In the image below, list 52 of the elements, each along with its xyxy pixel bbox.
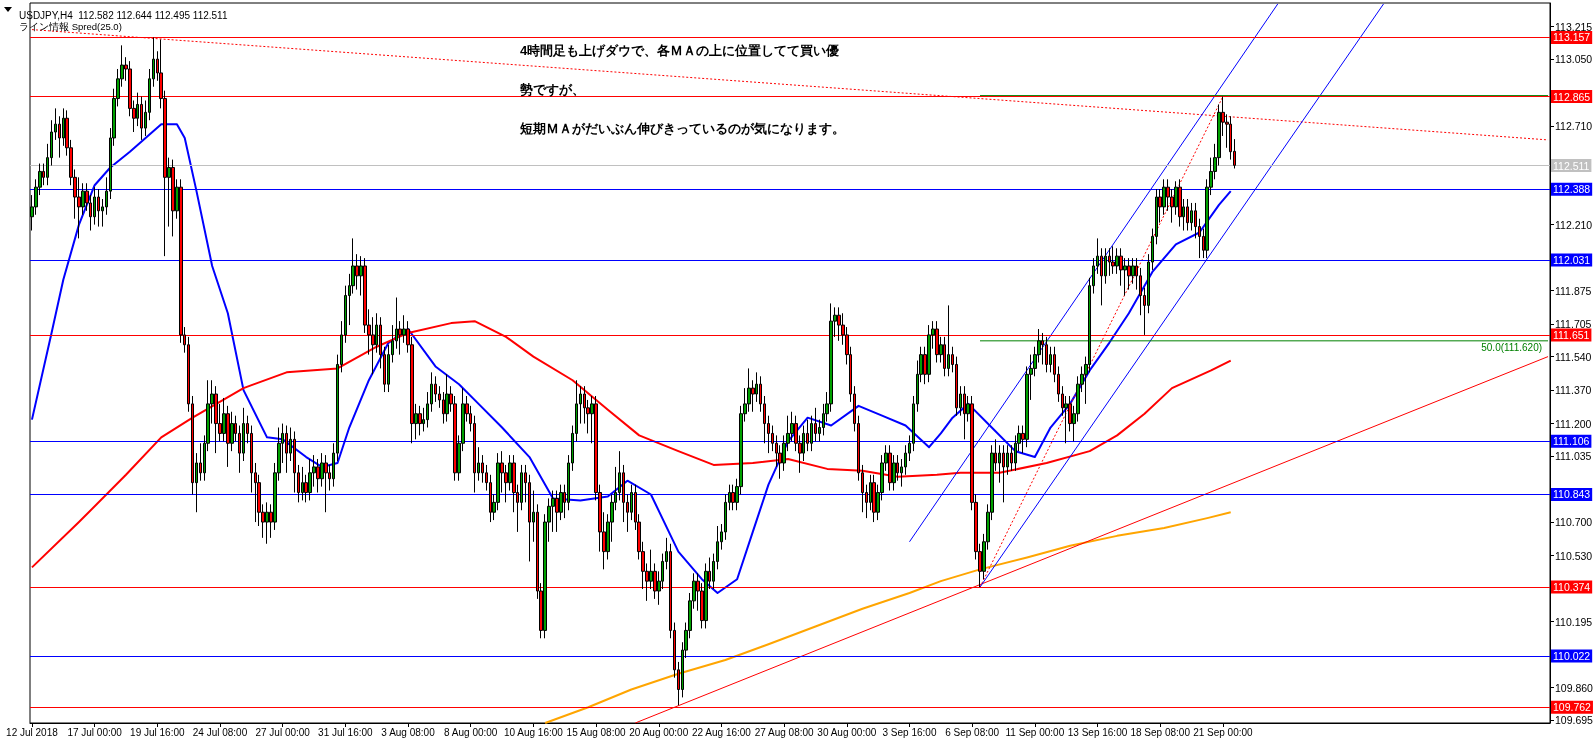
x-tick-label: 30 Aug 00:00 — [817, 726, 877, 738]
y-tick-label: 111.540 — [1555, 350, 1592, 363]
x-tick-label: 17 Jul 00:00 — [67, 726, 123, 738]
x-tick-label: 6 Sep 08:00 — [945, 726, 1000, 738]
y-tick-label: 110.530 — [1555, 549, 1593, 562]
y-tick-label: 109.695 — [1555, 714, 1594, 727]
ref-line-label: 110.843 — [1553, 488, 1591, 501]
x-tick-label: 15 Aug 08:00 — [566, 726, 626, 738]
y-tick-label: 111.875 — [1555, 284, 1592, 297]
x-tick-label: 27 Aug 08:00 — [754, 726, 815, 738]
ref-line-label: 110.022 — [1553, 650, 1591, 663]
x-tick-label: 3 Aug 08:00 — [381, 726, 436, 738]
x-tick-label: 12 Jul 2018 — [6, 726, 59, 738]
y-tick-label: 110.195 — [1555, 615, 1593, 628]
x-tick-label: 21 Sep 00:00 — [1193, 726, 1254, 738]
text: ライン情報 Spred(25.0) — [19, 20, 122, 32]
x-tick-label: 13 Sep 16:00 — [1067, 726, 1128, 738]
ref-line-label: 112.511 — [1553, 159, 1590, 172]
x-tick-label: 10 Aug 16:00 — [503, 726, 564, 738]
y-tick-label: 111.035 — [1555, 450, 1592, 463]
ref-line-label: 111.106 — [1553, 435, 1590, 448]
x-tick-label: 22 Aug 16:00 — [691, 726, 752, 738]
ref-line-label: 112.388 — [1553, 183, 1591, 196]
x-tick-label: 19 Jul 16:00 — [130, 726, 185, 738]
annotation: 短期ＭＡがだいぶん伸びきっているのが気になります。 — [519, 121, 845, 136]
y-tick-label: 112.710 — [1555, 120, 1593, 133]
y-tick-label: 112.210 — [1555, 218, 1593, 231]
x-tick-label: 3 Sep 16:00 — [882, 726, 937, 738]
x-tick-label: 20 Aug 00:00 — [629, 726, 689, 738]
series-label: 50.0(111.620) — [1481, 342, 1543, 354]
ref-line-label: 111.651 — [1553, 328, 1590, 341]
y-tick-label: 110.700 — [1555, 516, 1593, 529]
x-tick-label: 11 Sep 00:00 — [1005, 726, 1065, 738]
text: USDJPY,H4 112.582 112.644 112.495 112.511 — [19, 9, 228, 21]
ref-line-label: 112.865 — [1553, 90, 1591, 103]
y-tick-label: 113.215 — [1555, 20, 1593, 33]
x-tick-label: 8 Aug 00:00 — [444, 726, 498, 738]
y-tick-label: 113.050 — [1555, 53, 1593, 66]
x-tick-label: 18 Sep 08:00 — [1130, 726, 1191, 738]
y-tick-label: 109.860 — [1555, 681, 1594, 694]
y-tick-label: 111.370 — [1555, 384, 1592, 397]
ref-line-label: 110.374 — [1553, 581, 1591, 594]
ref-line-label: 112.031 — [1553, 254, 1591, 267]
x-tick-label: 24 Jul 08:00 — [192, 726, 248, 738]
annotation: 勢ですが、 — [519, 82, 585, 97]
annotation: 4時間足も上げダウで、各ＭＡの上に位置してて買い優 — [520, 43, 840, 58]
ref-line-label: 109.762 — [1553, 701, 1592, 714]
ref-line-label: 113.157 — [1553, 31, 1591, 44]
y-tick-label: 111.200 — [1555, 417, 1592, 430]
y-tick-label: 111.705 — [1555, 318, 1592, 331]
x-tick-label: 27 Jul 00:00 — [255, 726, 311, 738]
x-tick-label: 31 Jul 16:00 — [318, 726, 374, 738]
